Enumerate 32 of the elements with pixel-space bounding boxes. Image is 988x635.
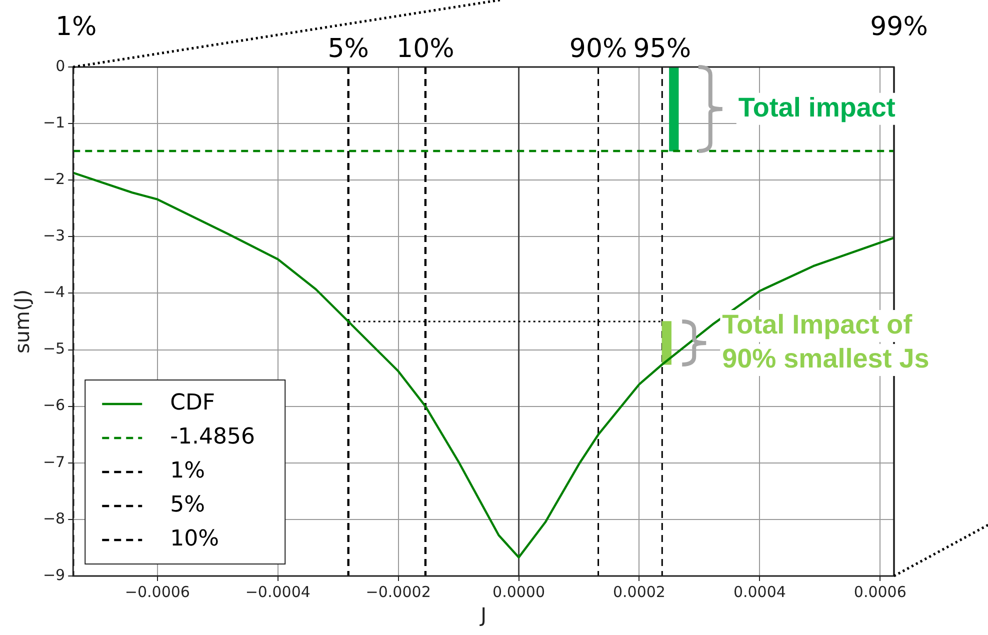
- x-tick-label: −0.0004: [245, 582, 310, 601]
- y-tick-label: −8: [42, 509, 66, 528]
- legend-label: 5%: [170, 492, 206, 518]
- y-tick-label: −3: [42, 226, 66, 245]
- y-tick-label: −4: [42, 283, 66, 302]
- x-tick-label: 0.0002: [612, 582, 666, 601]
- x-tick-label: 0.0000: [492, 582, 546, 601]
- y-tick-label: −2: [42, 170, 66, 188]
- x-tick-label: 0.0004: [733, 582, 786, 601]
- y-tick-label: −7: [42, 452, 66, 471]
- annotation: 99%: [870, 12, 928, 42]
- y-tick-label: −9: [42, 566, 66, 584]
- y-axis-title: sum(J): [10, 289, 34, 354]
- legend-label: 10%: [170, 526, 220, 552]
- legend-label: -1.4856: [170, 424, 256, 450]
- x-tick-label: 0.0006: [854, 582, 906, 601]
- text: 5%: [328, 34, 369, 64]
- x-tick-label: −0.0002: [366, 582, 431, 601]
- y-tick-label: −6: [42, 396, 66, 414]
- text: 1%: [55, 12, 97, 42]
- annotation: 90%: [569, 34, 628, 64]
- y-tick-label: −1: [42, 113, 66, 132]
- annotation: 95%: [633, 34, 692, 64]
- y-tick-label: 0: [56, 56, 66, 75]
- legend-label: 1%: [170, 458, 206, 484]
- x-tick-label: −0.0006: [124, 582, 190, 601]
- text: 10%: [396, 34, 454, 64]
- x-axis-title: J: [478, 603, 487, 628]
- y-tick-label: −5: [42, 340, 66, 358]
- annotation: Total Impact of 90% smallest Js: [722, 309, 930, 374]
- annotation: Total impact: [738, 92, 896, 122]
- legend-label: CDF: [170, 390, 216, 416]
